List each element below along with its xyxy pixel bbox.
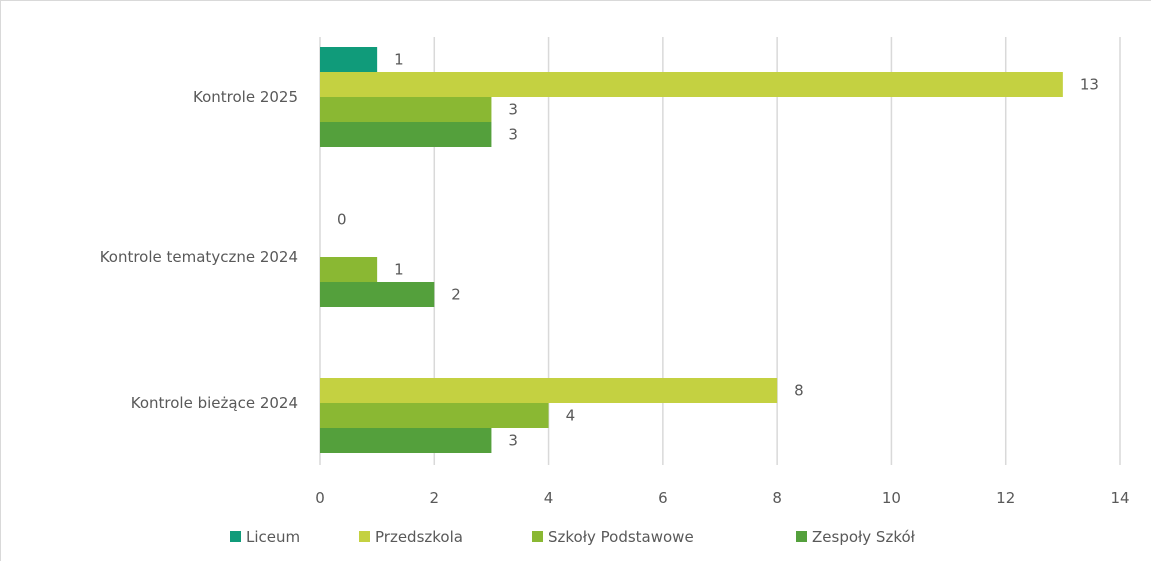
legend-swatch [796,531,807,542]
data-label: 1 [394,51,404,69]
x-tick-label: 6 [658,489,668,507]
bar-szkoły-podstawowe [320,403,549,428]
data-label: 4 [566,407,576,425]
legend-swatch [230,531,241,542]
category-label: Kontrole 2025 [193,88,298,106]
bar-szkoły-podstawowe [320,257,378,282]
legend: Liceum Przedszkola Szkoły Podstawowe Zespoł… [230,528,916,546]
legend-label: Zespoły Szkół [812,528,916,546]
category-label: Kontrole tematyczne 2024 [100,248,298,266]
bar-szkoły-podstawowe [320,97,492,122]
bar-zespoły-szkół [320,428,492,453]
bar-zespoły-szkół [320,122,492,147]
data-label: 8 [794,382,804,400]
legend-label: Liceum [246,528,300,546]
legend-label: Szkoły Podstawowe [548,528,694,546]
legend-swatch [359,531,370,542]
x-tick-label: 12 [996,489,1015,507]
value-axis: 0 2 4 6 8 10 12 14 [315,489,1129,507]
x-tick-label: 14 [1110,489,1129,507]
data-label: 1 [394,261,404,279]
data-label: 2 [451,286,461,304]
data-label: 13 [1080,76,1099,94]
bars [320,47,1063,453]
x-tick-label: 2 [430,489,440,507]
bar-przedszkola [320,378,778,403]
bar-przedszkola [320,72,1063,97]
data-label: 3 [508,126,518,144]
category-axis: Kontrole 2025 Kontrole tematyczne 2024 Kon… [100,88,298,412]
legend-label: Przedszkola [375,528,463,546]
data-label: 0 [337,211,347,229]
legend-swatch [532,531,543,542]
bar-liceum [320,47,378,72]
bar-zespoły-szkół [320,282,435,307]
data-label: 3 [508,432,518,450]
category-label: Kontrole bieżące 2024 [131,394,298,412]
x-tick-label: 4 [544,489,554,507]
x-tick-label: 10 [882,489,901,507]
data-label: 3 [508,101,518,119]
x-tick-label: 0 [315,489,325,507]
x-tick-label: 8 [772,489,782,507]
